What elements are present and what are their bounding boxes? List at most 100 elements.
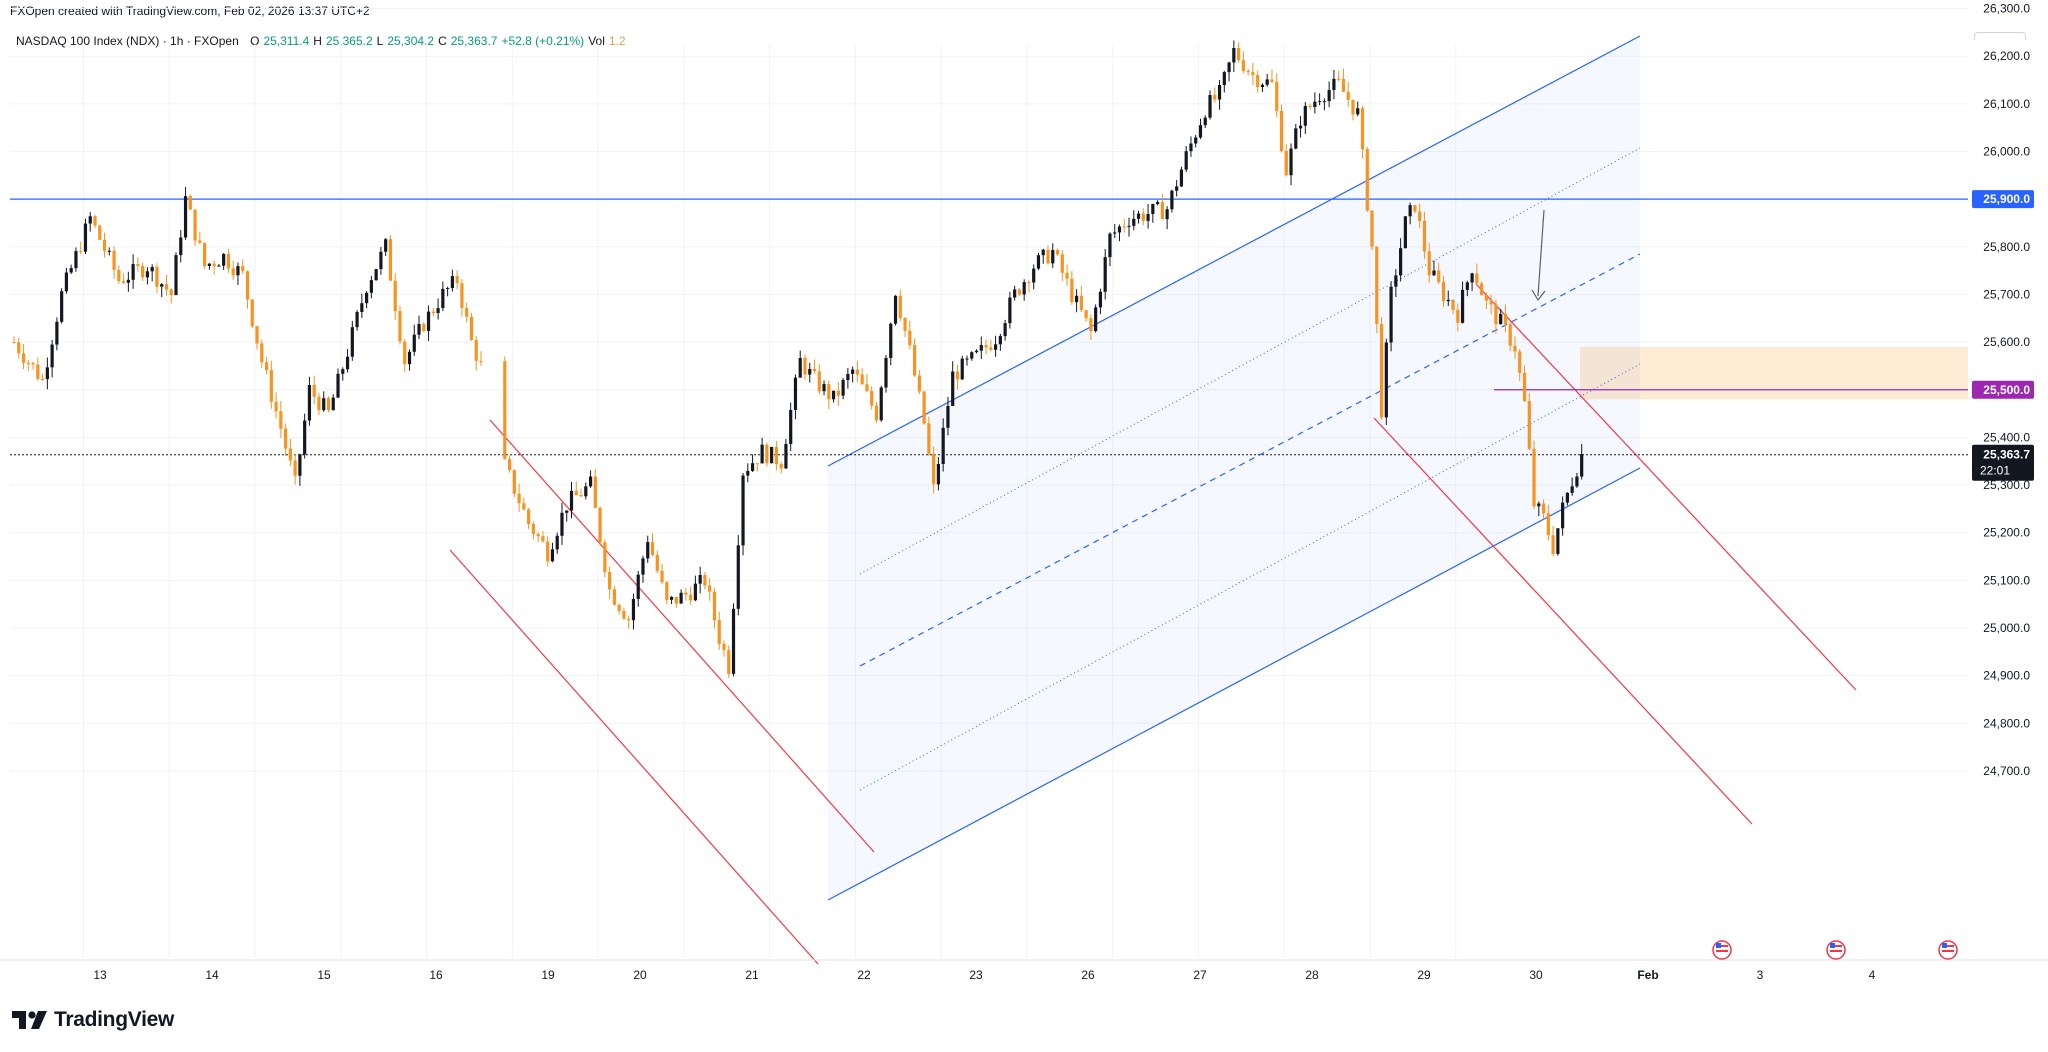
candle-body [12, 342, 16, 344]
candle-body [1013, 289, 1017, 298]
price-tick-label: 25,700.0 [1983, 287, 2030, 301]
candle-body [865, 384, 869, 391]
time-tick-label: 22 [857, 968, 871, 982]
price-chart[interactable]: 26,400.026,300.026,200.026,100.026,000.0… [0, 0, 2048, 1000]
candle-body [269, 370, 273, 402]
candle-body [231, 268, 235, 276]
candle-body [993, 344, 998, 350]
candle-body [1427, 251, 1431, 276]
candle-body [393, 280, 397, 312]
time-tick-label: 13 [93, 968, 107, 982]
candle-body [789, 409, 793, 444]
candle-body [1327, 89, 1331, 102]
candle-body [903, 318, 907, 331]
price-tick-label: 26,000.0 [1983, 145, 2030, 159]
candle-body [1094, 307, 1098, 332]
candle-body [1527, 400, 1531, 449]
candle-body [1046, 249, 1050, 264]
price-tick-label: 25,600.0 [1983, 335, 2030, 349]
candle-body [1508, 324, 1512, 346]
candle-body [1499, 313, 1503, 325]
candle-body [1265, 79, 1269, 85]
chart-grid [10, 8, 1968, 958]
time-tick-label: 15 [317, 968, 331, 982]
candle-body [179, 237, 183, 256]
level-label: 25,500.0 [1983, 383, 2030, 397]
candle-body [169, 289, 173, 296]
candle-body [893, 295, 898, 324]
candle-body [970, 352, 974, 359]
us-flag-stripe [1830, 945, 1842, 947]
level-label-bg [1972, 380, 2034, 399]
candle-body [322, 398, 326, 411]
candle-body [750, 463, 755, 471]
us-flag-stripe [1942, 945, 1954, 947]
candle-body [870, 390, 874, 406]
time-tick-label: 30 [1529, 968, 1543, 982]
candle-body [1322, 101, 1326, 103]
candle-body [1489, 300, 1493, 305]
low-value: 25,304.2 [387, 34, 435, 48]
candle-body [1437, 270, 1441, 282]
candle-body [889, 323, 893, 358]
candle-body [126, 279, 130, 283]
candle-body [1017, 289, 1022, 295]
candle-body [136, 264, 140, 266]
candle-body [1446, 299, 1450, 302]
tradingview-logo[interactable]: TradingView [12, 1008, 174, 1032]
horizontal-levels [10, 198, 1968, 456]
candle-body [379, 251, 383, 270]
candle-body [1475, 273, 1479, 284]
candle-body [879, 387, 883, 421]
candle-body [64, 272, 69, 292]
candle-body [1298, 125, 1303, 129]
symbol-name[interactable]: NASDAQ 100 Index (NDX) · 1h · FXOpen [16, 34, 239, 48]
candle-body [260, 343, 264, 363]
candle-body [1194, 137, 1198, 144]
candle-body [1389, 286, 1393, 343]
candle-body [1379, 324, 1384, 418]
candle-body [612, 589, 616, 605]
candle-body [727, 650, 731, 674]
candle-body [307, 384, 312, 421]
candle-body [1184, 151, 1188, 170]
candle-body [1232, 48, 1236, 63]
candle-body [417, 324, 421, 335]
attribution-text: FXOpen created with TradingView.com, Feb… [10, 4, 370, 18]
candle-body [1351, 99, 1355, 115]
candle-body [908, 330, 912, 346]
candle-body [507, 459, 512, 471]
candle-body [1303, 106, 1307, 126]
candle-body [1484, 295, 1488, 301]
us-flag-stripe [1830, 950, 1842, 952]
candle-body [150, 267, 154, 272]
candle-body [1241, 60, 1245, 71]
candle-body [1465, 282, 1469, 290]
candle-body [1365, 149, 1369, 211]
candle-body [827, 384, 831, 400]
candle-body [469, 316, 474, 341]
candle-body [1308, 106, 1312, 108]
symbol-legend[interactable]: NASDAQ 100 Index (NDX) · 1h · FXOpen O 25… [16, 34, 626, 48]
candle-body [31, 362, 35, 365]
candle-body [112, 250, 116, 270]
candle-body [912, 345, 917, 376]
candle-body [1575, 476, 1579, 487]
candle-body [312, 384, 316, 397]
candle-body [846, 373, 850, 381]
candle-body [1151, 204, 1155, 215]
candle-body [631, 598, 636, 621]
candle-body [1532, 448, 1536, 507]
us-flag-stripe [1716, 950, 1728, 952]
candle-body [650, 542, 655, 555]
candle-body [1179, 169, 1184, 187]
candlestick-series [12, 40, 1584, 678]
candle-body [1565, 492, 1569, 503]
candle-body [851, 369, 855, 374]
candle-body [617, 604, 621, 611]
candle-body [774, 446, 778, 465]
candle-body [598, 507, 602, 543]
annotation-arrow [1531, 209, 1546, 302]
candle-body [836, 390, 840, 396]
candle-body [1346, 91, 1350, 100]
